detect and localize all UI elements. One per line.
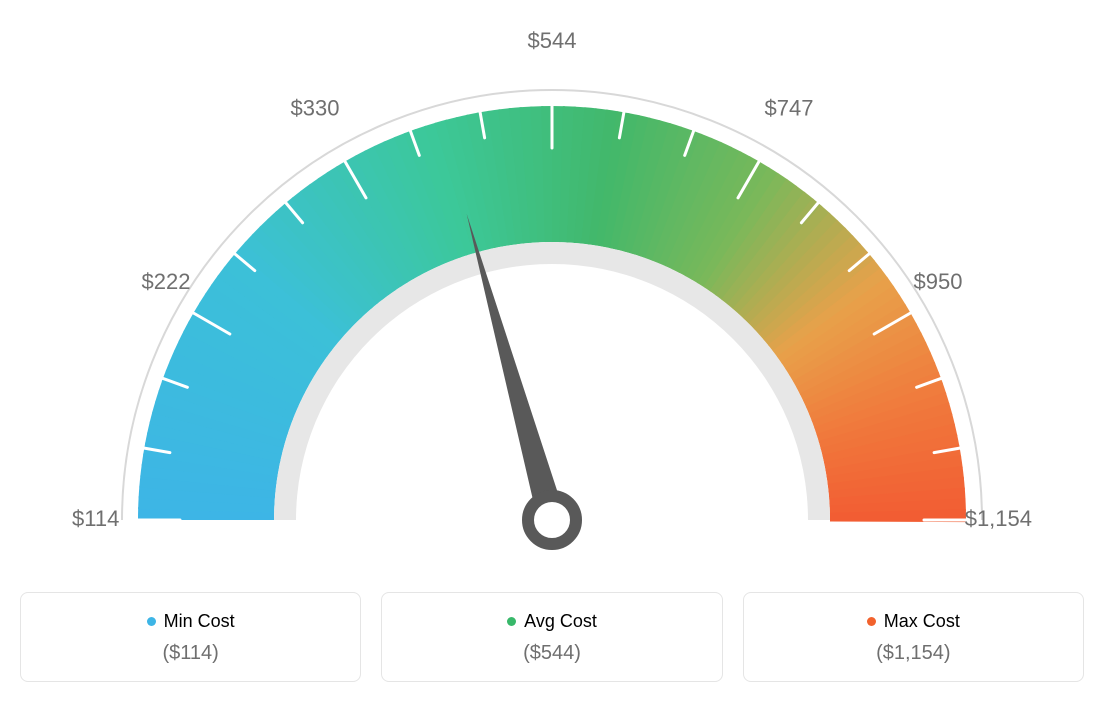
legend-dot-avg (507, 617, 516, 626)
legend-dot-min (147, 617, 156, 626)
gauge-svg: $114 $222 $330 $544 $747 $950 $1,154 (20, 20, 1084, 580)
legend-header: Avg Cost (392, 611, 711, 632)
legend-header: Min Cost (31, 611, 350, 632)
legend-value: ($114) (31, 642, 350, 665)
gauge-ring (138, 106, 966, 522)
legend-card-min: Min Cost ($114) (20, 592, 361, 682)
legend-card-max: Max Cost ($1,154) (743, 592, 1084, 682)
legend-label: Avg Cost (524, 611, 597, 632)
cost-gauge-container: $114 $222 $330 $544 $747 $950 $1,154 Min Cost … (20, 20, 1084, 682)
svg-text:$1,154: $1,154 (965, 506, 1032, 531)
svg-text:$544: $544 (528, 28, 577, 53)
legend-card-avg: Avg Cost ($544) (381, 592, 722, 682)
legend-header: Max Cost (754, 611, 1073, 632)
legend-label: Max Cost (884, 611, 960, 632)
svg-text:$330: $330 (291, 96, 340, 121)
legend-value: ($544) (392, 642, 711, 665)
svg-text:$222: $222 (142, 269, 191, 294)
legend-dot-max (867, 617, 876, 626)
svg-text:$950: $950 (914, 269, 963, 294)
gauge-chart: $114 $222 $330 $544 $747 $950 $1,154 (20, 20, 1084, 580)
legend-label: Min Cost (164, 611, 235, 632)
legend-value: ($1,154) (754, 642, 1073, 665)
legend-row: Min Cost ($114) Avg Cost ($544) Max Cost… (20, 592, 1084, 682)
svg-text:$747: $747 (765, 96, 814, 121)
svg-text:$114: $114 (72, 506, 119, 531)
